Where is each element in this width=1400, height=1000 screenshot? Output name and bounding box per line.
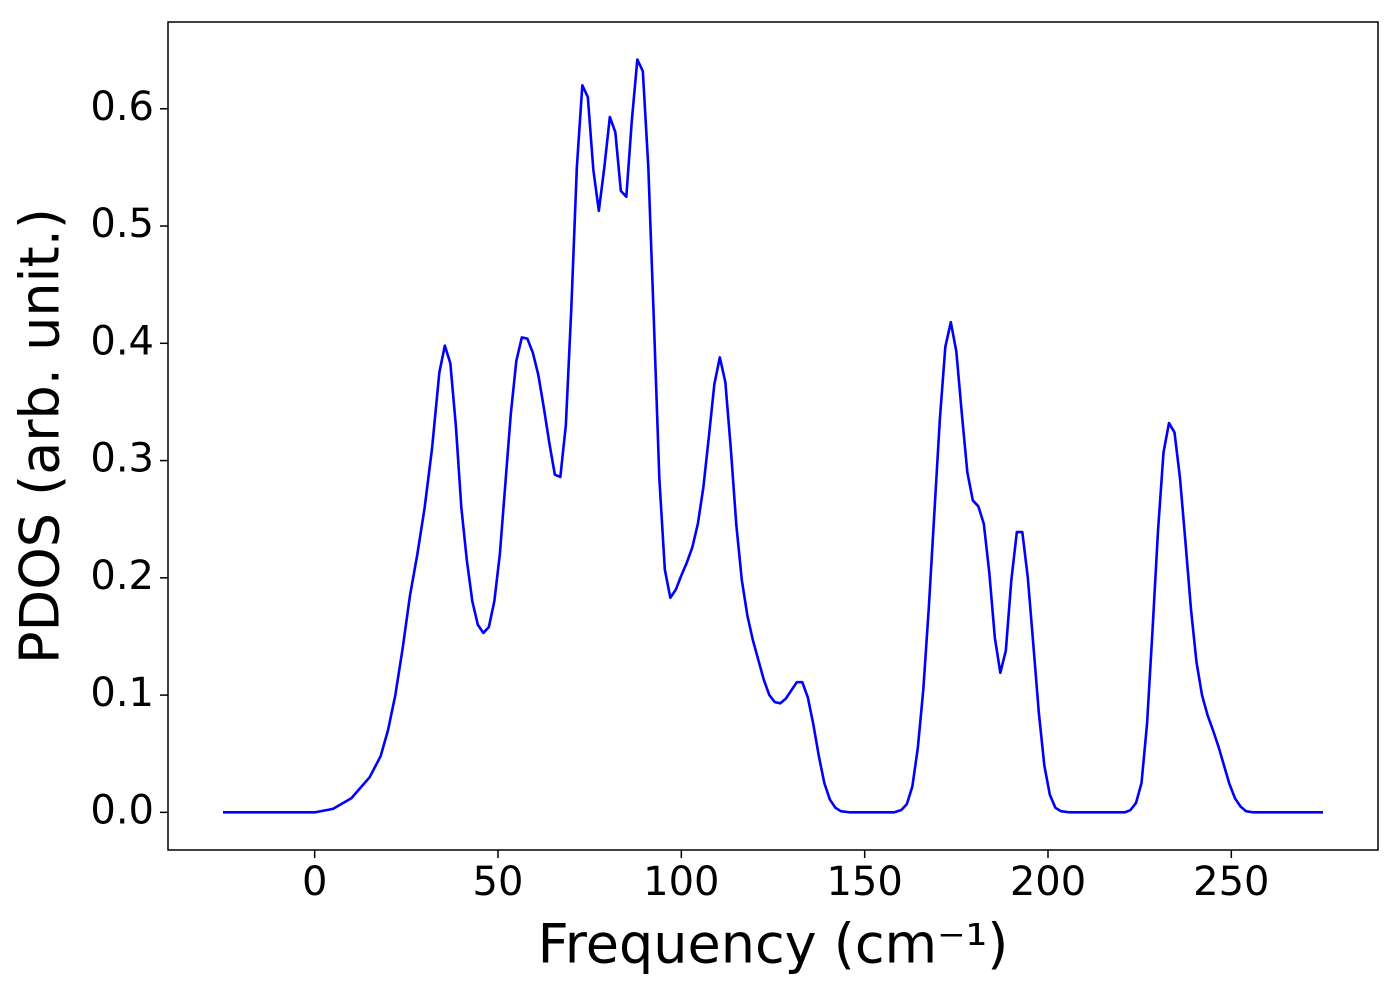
x-tick-label: 50 xyxy=(473,859,524,905)
y-tick-label: 0.2 xyxy=(90,553,154,599)
x-tick-label: 0 xyxy=(302,859,327,905)
data-line xyxy=(223,58,1323,814)
x-axis-label: Frequency (cm⁻¹) xyxy=(538,913,1009,976)
y-tick-label: 0.6 xyxy=(90,84,154,130)
y-tick-label: 0.1 xyxy=(90,670,154,716)
x-tick-label: 100 xyxy=(643,859,719,905)
x-tick-label: 250 xyxy=(1193,859,1269,905)
y-tick-label: 0.5 xyxy=(90,201,154,247)
y-axis-label: PDOS (arb. unit.) xyxy=(9,208,72,664)
y-tick-label: 0.0 xyxy=(90,787,154,833)
y-tick-label: 0.3 xyxy=(90,436,154,482)
x-tick-label: 150 xyxy=(826,859,902,905)
plot-frame xyxy=(167,21,1379,851)
y-tick-label: 0.4 xyxy=(90,318,154,364)
x-tick-label: 200 xyxy=(1010,859,1086,905)
